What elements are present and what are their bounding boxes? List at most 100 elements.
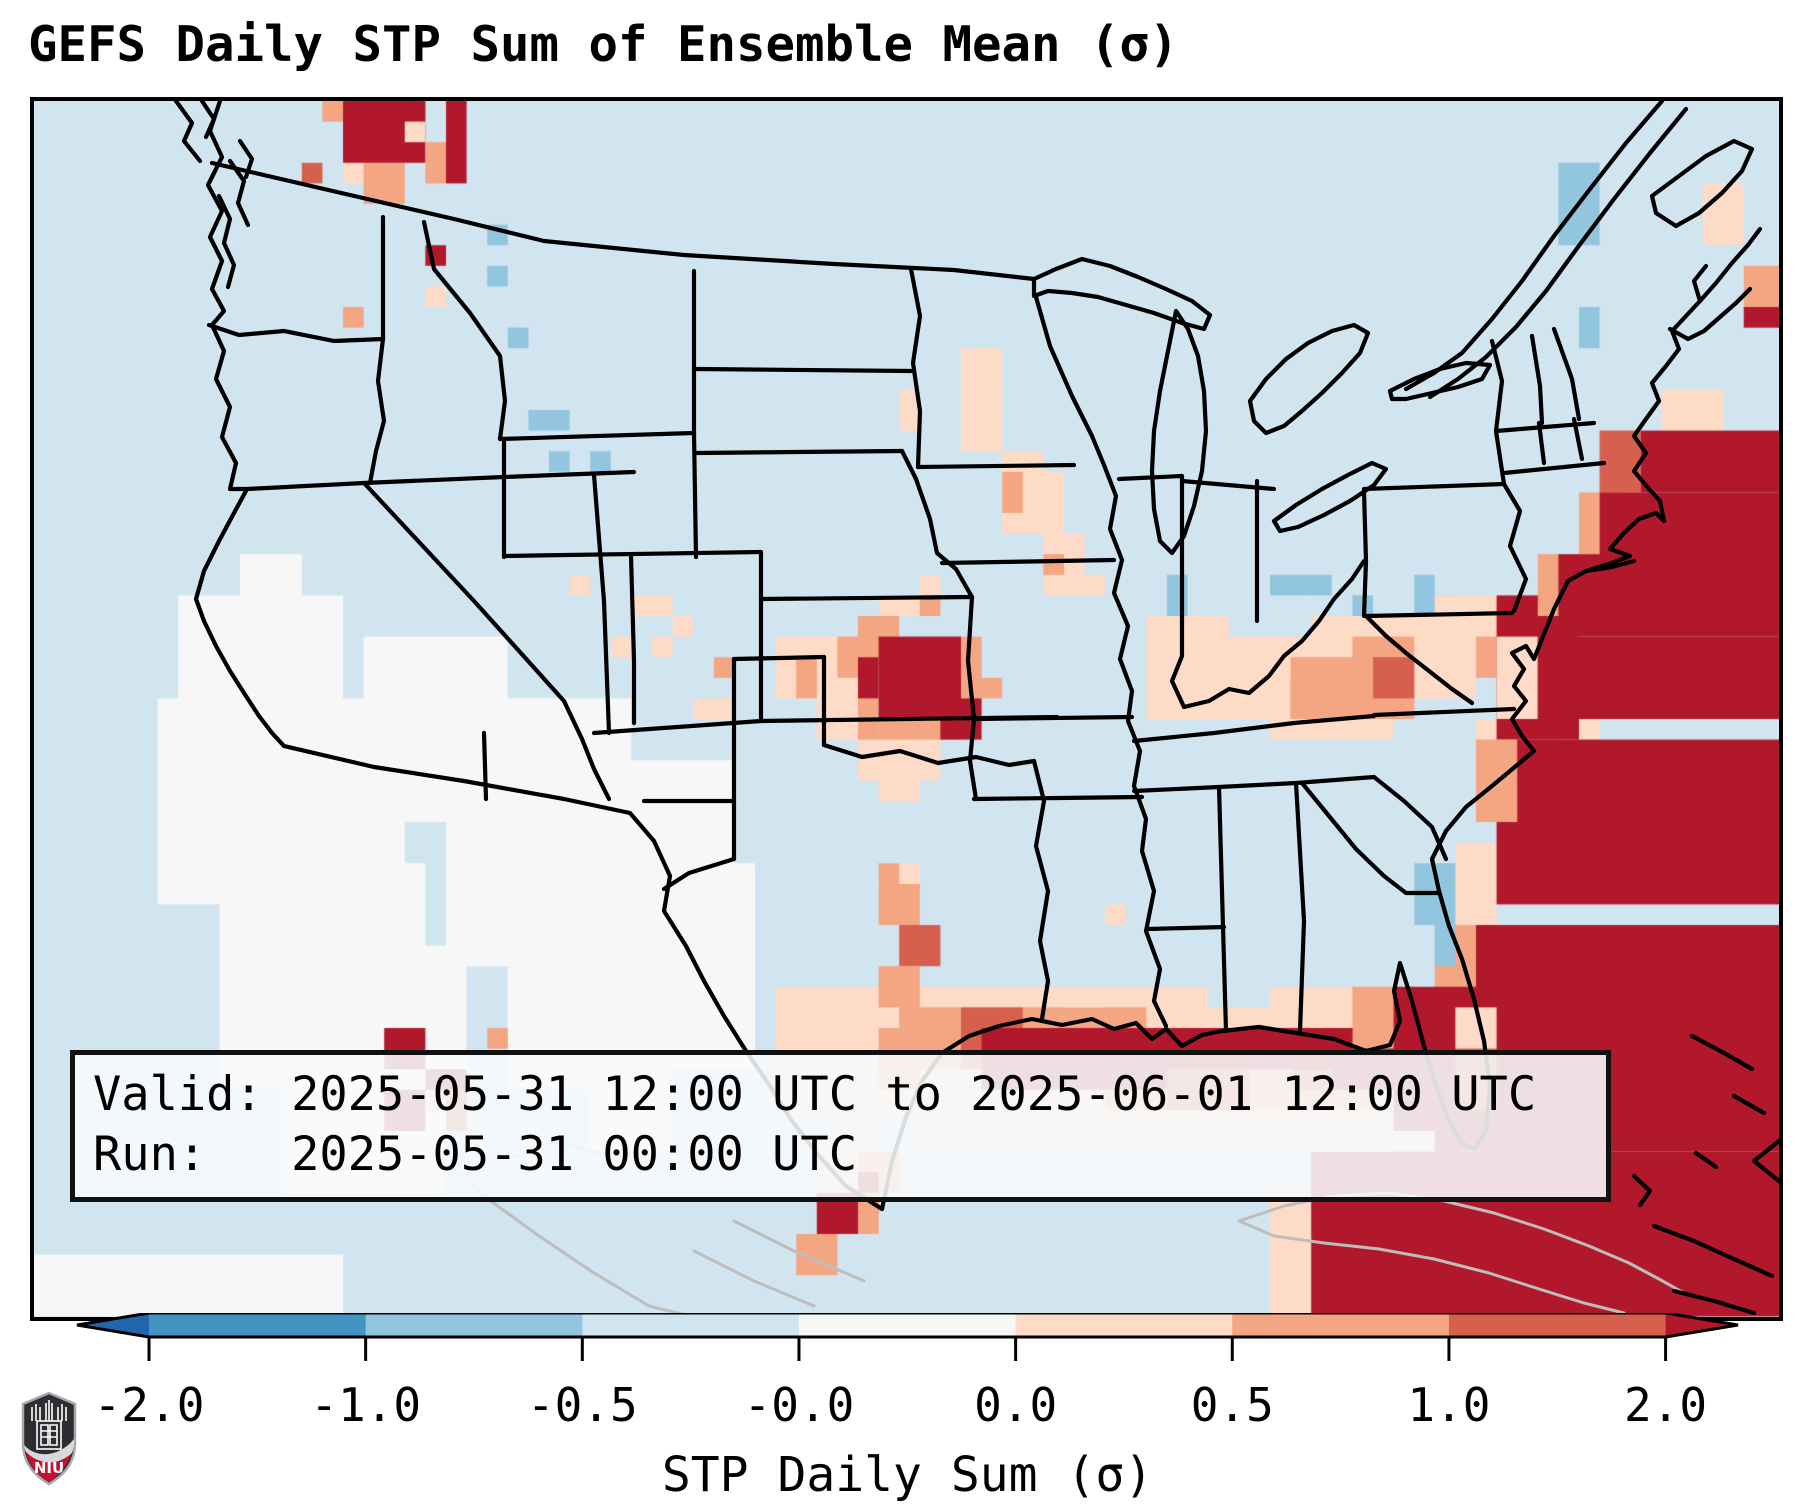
colorbar-segment: [582, 1313, 800, 1337]
valid-time-text: Valid: 2025-05-31 12:00 UTC to 2025-06-0…: [93, 1067, 1537, 1122]
colorbar-segment: [365, 1313, 583, 1337]
border-path: [915, 462, 1077, 470]
border-path: [497, 430, 697, 442]
border-path: [1751, 1138, 1779, 1184]
niu-logo: NIU: [21, 1391, 77, 1486]
secondary-coastline: [1237, 1219, 1626, 1315]
border-path: [1299, 780, 1442, 896]
border-path: [1101, 462, 1169, 1029]
border-path: [1179, 478, 1277, 492]
border-path: [1631, 1173, 1653, 1208]
border-path: [758, 594, 975, 602]
valid-run-info-box: Valid: 2025-05-31 12:00 UTC to 2025-06-0…: [70, 1050, 1611, 1202]
border-path: [908, 266, 923, 470]
colorbar-under-arrow: [77, 1313, 149, 1337]
border-path: [1387, 360, 1493, 402]
colorbar-segment: [1448, 1313, 1667, 1337]
border-path: [1149, 308, 1209, 556]
border-path: [939, 557, 1117, 566]
border-path: [1529, 333, 1545, 426]
colorbar-tick-label: -0.5: [527, 1378, 638, 1432]
castle-icon: [31, 1400, 67, 1450]
border-path: [1493, 420, 1597, 434]
border-path: [1697, 226, 1763, 304]
secondary-coastline: [1237, 1191, 1686, 1295]
border-path: [421, 219, 508, 442]
colorbar-tick-label: 0.0: [974, 1378, 1057, 1432]
border-path: [173, 101, 203, 164]
border-path: [209, 160, 1037, 282]
border-path: [1247, 322, 1371, 436]
border-path: [971, 714, 1135, 722]
border-path: [1216, 784, 1229, 1034]
border-path: [1271, 460, 1389, 534]
border-path: [1667, 286, 1753, 342]
border-path: [244, 469, 637, 492]
border-path: [1131, 713, 1377, 744]
border-path: [1361, 488, 1369, 619]
border-path: [1649, 138, 1755, 229]
border-path: [1501, 460, 1607, 476]
colorbar: -2.0 -1.0 -0.5 -0.0 0.0 0.5 1.0 2.0 STP Daily Su…: [0, 1311, 1803, 1506]
colorbar-tick-label: -2.0: [94, 1378, 205, 1432]
border-path: [628, 553, 637, 726]
border-path: [1033, 294, 1107, 468]
border-path: [965, 594, 977, 722]
colorbar-tick-label: 1.0: [1407, 1378, 1490, 1432]
border-path: [591, 472, 612, 736]
border-path: [1169, 473, 1187, 710]
colorbar-segment: [1232, 1313, 1450, 1337]
border-path: [1131, 774, 1377, 794]
border-path: [216, 193, 237, 290]
run-time-text: Run: 2025-05-31 00:00 UTC: [93, 1127, 858, 1182]
border-path: [731, 654, 827, 662]
secondary-coastline: [692, 1249, 816, 1308]
border-path: [821, 742, 1037, 768]
border-path: [193, 101, 287, 749]
border-path: [1293, 780, 1307, 1034]
border-path: [1363, 610, 1515, 619]
border-path: [481, 730, 489, 802]
border-path: [1116, 473, 1185, 482]
secondary-coastline: [732, 1219, 866, 1283]
border-path: [1731, 1093, 1767, 1116]
border-path: [1671, 1288, 1757, 1316]
colorbar-tick-label: -0.0: [744, 1378, 855, 1432]
colorbar-axis-label: STP Daily Sum (σ): [662, 1447, 1153, 1503]
border-path: [693, 448, 905, 456]
border-path: [661, 856, 737, 892]
border-path: [1427, 106, 1689, 400]
border-path: [1031, 758, 1051, 1022]
border-path: [1181, 558, 1367, 710]
border-path: [1689, 1033, 1755, 1072]
border-path: [967, 716, 979, 802]
border-path: [1693, 1150, 1719, 1170]
shield-swoosh: [24, 1439, 74, 1463]
colorbar-over-arrow: [1665, 1313, 1738, 1337]
border-path: [1551, 326, 1582, 422]
border-path: [1031, 256, 1213, 332]
map-frame: Valid: 2025-05-31 12:00 UTC to 2025-06-0…: [30, 97, 1783, 1321]
colorbar-tick-label: -1.0: [310, 1378, 421, 1432]
border-path: [971, 794, 1145, 802]
border-path: [1536, 420, 1547, 466]
border-path: [199, 101, 217, 140]
colorbar-segment: [798, 1313, 1017, 1337]
shield-red-band: [26, 1452, 71, 1482]
border-path: [1489, 338, 1507, 487]
border-path: [1145, 924, 1227, 932]
border-path: [227, 158, 251, 228]
colorbar-tick-label: 2.0: [1624, 1378, 1707, 1432]
page-title: GEFS Daily STP Sum of Ensemble Mean (σ): [28, 16, 1179, 73]
border-path: [1583, 558, 1637, 574]
border-path: [206, 322, 386, 344]
border-path: [1363, 613, 1475, 706]
border-path: [1371, 706, 1517, 718]
colorbar-segment: [1015, 1313, 1233, 1337]
border-path: [1361, 481, 1507, 492]
border-path: [1651, 1223, 1775, 1279]
niu-logo-text: NIU: [34, 1459, 64, 1477]
border-path: [693, 366, 914, 374]
colorbar-segment: [149, 1313, 367, 1337]
